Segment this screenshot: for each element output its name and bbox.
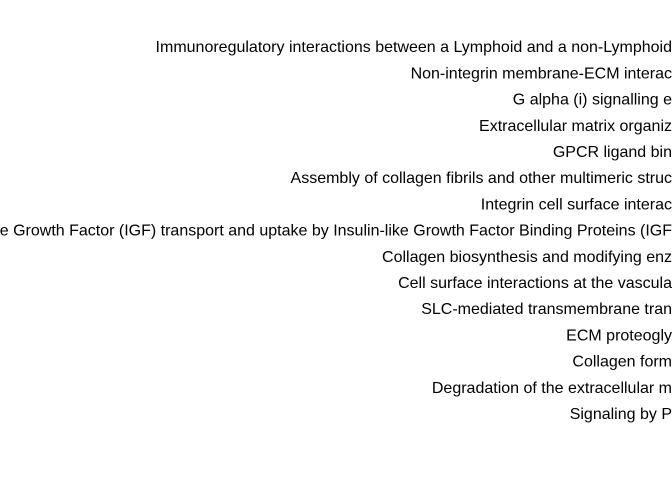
y-tick-label: SLC-mediated transmembrane tran xyxy=(421,301,672,318)
y-tick-label: Integrin cell surface interac xyxy=(481,196,672,213)
y-tick-label: G alpha (i) signalling e xyxy=(513,92,672,109)
y-tick-label: Collagen form xyxy=(572,354,672,371)
y-tick-label: Extracellular matrix organiz xyxy=(479,118,672,135)
y-tick-label: ike Growth Factor (IGF) transport and up… xyxy=(0,223,672,240)
y-tick-label: Immunoregulatory interactions between a … xyxy=(156,39,672,56)
y-tick-label: GPCR ligand bin xyxy=(553,144,672,161)
y-tick-label: Signaling by P xyxy=(570,406,672,423)
y-tick-label: ECM proteogly xyxy=(566,327,672,344)
y-tick-label: Non-integrin membrane-ECM interac xyxy=(411,65,672,82)
y-tick-label: Assembly of collagen fibrils and other m… xyxy=(291,170,672,187)
y-tick-label: Cell surface interactions at the vascula xyxy=(398,275,672,292)
y-tick-label: Collagen biosynthesis and modifying enz xyxy=(382,249,672,266)
y-tick-label: Degradation of the extracellular m xyxy=(432,380,672,397)
